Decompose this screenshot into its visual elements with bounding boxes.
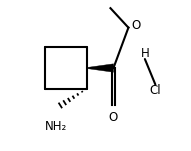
Text: O: O [131, 19, 140, 32]
Text: Cl: Cl [150, 84, 161, 97]
Text: NH₂: NH₂ [45, 120, 67, 133]
Text: O: O [109, 111, 118, 124]
Text: H: H [141, 47, 149, 59]
Polygon shape [87, 64, 113, 72]
